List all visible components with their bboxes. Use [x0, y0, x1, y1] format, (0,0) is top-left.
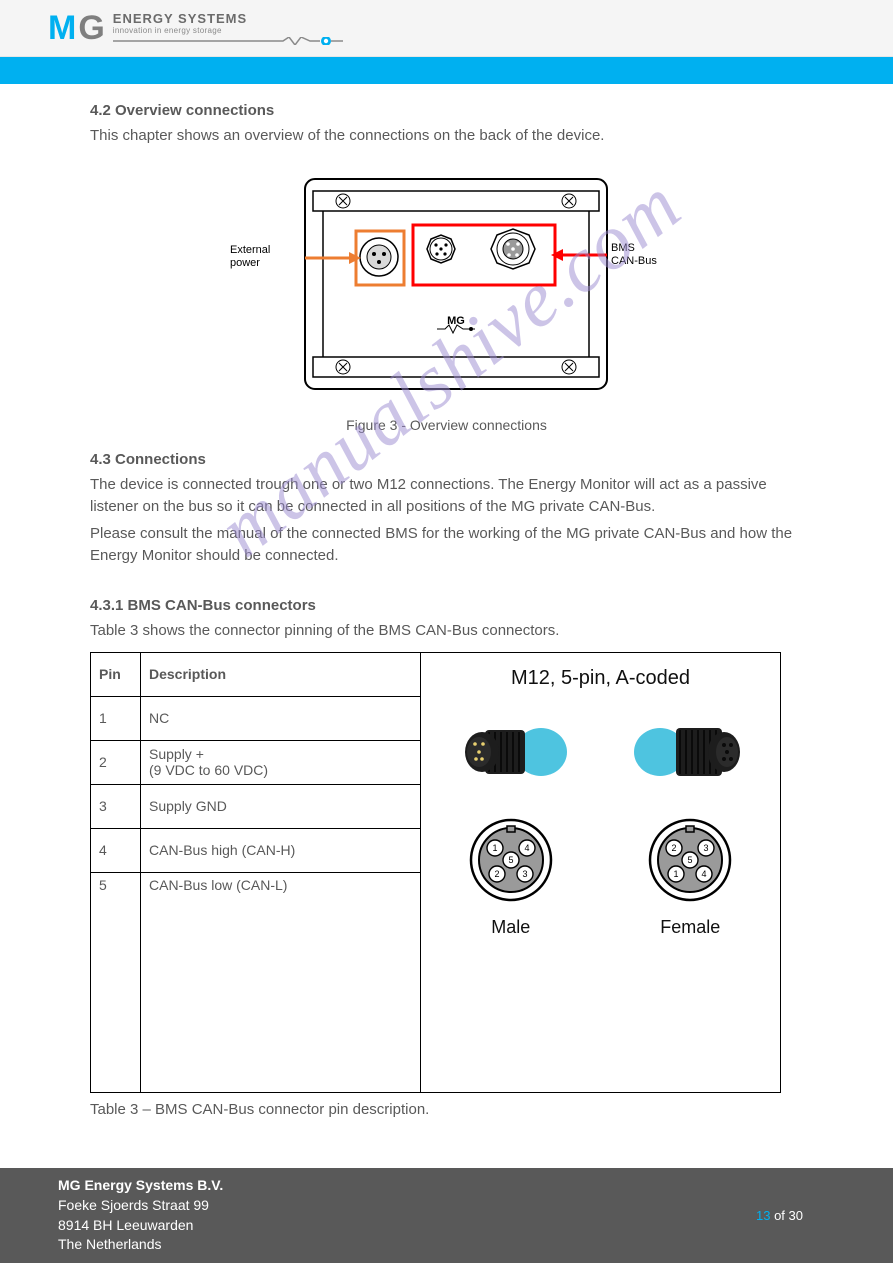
table-image-cell: M12, 5-pin, A-coded — [421, 652, 781, 1092]
svg-text:1: 1 — [674, 869, 679, 879]
table-3: Pin Description M12, 5-pin, A-coded — [90, 652, 781, 1093]
footer: MG Energy Systems B.V. Foeke Sjoerds Str… — [0, 1168, 893, 1263]
table-cell-pin: 2 — [91, 740, 141, 784]
male-connector-icon — [451, 712, 571, 792]
footer-page-a: 13 — [756, 1208, 770, 1223]
table-header-row: Pin Description M12, 5-pin, A-coded — [91, 652, 781, 696]
figure-1-label-bms: BMS — [611, 242, 635, 254]
table-cell-pin: 5 — [91, 872, 141, 1092]
table-cell-desc: Supply GND — [141, 784, 421, 828]
svg-text:3: 3 — [522, 869, 527, 879]
figure-1-label-external-power: External — [230, 244, 270, 256]
svg-text:CAN-Bus: CAN-Bus — [611, 255, 657, 267]
heading-4-3-1: 4.3.1 BMS CAN-Bus connectors — [90, 597, 803, 614]
table-cell-desc: Supply + (9 VDC to 60 VDC) — [141, 740, 421, 784]
svg-text:2: 2 — [494, 869, 499, 879]
logo: MG ENERGY SYSTEMS innovation in energy s… — [48, 9, 343, 48]
page-body: 4.2 Overview connections This chapter sh… — [0, 102, 893, 1120]
table-header-pin: Pin — [91, 652, 141, 696]
table-cell-desc: CAN-Bus high (CAN-H) — [141, 828, 421, 872]
logo-tagline: innovation in energy storage — [113, 26, 343, 35]
logo-g: G — [78, 9, 106, 47]
logo-squiggle — [113, 37, 343, 45]
svg-text:4: 4 — [702, 869, 707, 879]
footer-page-b: 30 — [789, 1208, 803, 1223]
blue-bar — [0, 57, 893, 84]
footer-city: 8914 BH Leeuwarden — [58, 1217, 193, 1233]
figure-1-svg: MG — [227, 169, 667, 409]
table-header-desc: Description — [141, 652, 421, 696]
table-cell-pin: 4 — [91, 828, 141, 872]
footer-page: 13 of 30 — [756, 1208, 803, 1223]
body-4-3-1: The device is connected trough one or tw… — [90, 474, 803, 518]
svg-text:power: power — [230, 257, 260, 269]
svg-text:5: 5 — [688, 855, 693, 865]
svg-text:1: 1 — [492, 843, 497, 853]
svg-text:MG: MG — [447, 315, 465, 327]
connector-labels-row: Male Female — [421, 917, 780, 938]
svg-text:4: 4 — [524, 843, 529, 853]
logo-right: ENERGY SYSTEMS innovation in energy stor… — [113, 9, 343, 45]
table-cell-pin: 3 — [91, 784, 141, 828]
logo-m: M — [48, 9, 78, 47]
svg-text:5: 5 — [508, 855, 513, 865]
female-connector-icon — [630, 712, 750, 792]
heading-4-3: 4.3 Connections — [90, 451, 803, 468]
female-label: Female — [601, 917, 781, 938]
footer-address: MG Energy Systems B.V. Foeke Sjoerds Str… — [58, 1176, 223, 1254]
body-4-3-2: Please consult the manual of the connect… — [90, 523, 803, 567]
male-label: Male — [421, 917, 601, 938]
table-caption: Table 3 – BMS CAN-Bus connector pin desc… — [90, 1099, 803, 1121]
logo-title: ENERGY SYSTEMS — [113, 11, 343, 26]
table-cell-pin: 1 — [91, 696, 141, 740]
connector-diagram-row: 1 4 5 2 3 — [421, 816, 780, 911]
header-bar: MG ENERGY SYSTEMS innovation in energy s… — [0, 0, 893, 57]
footer-country: The Netherlands — [58, 1236, 162, 1252]
logo-main: MG — [48, 9, 107, 48]
body-4-3-1-text: Table 3 shows the connector pinning of t… — [90, 620, 803, 642]
footer-page-sep: of — [770, 1208, 788, 1223]
connector-image-title: M12, 5-pin, A-coded — [421, 653, 780, 690]
figure-1-caption: Figure 3 - Overview connections — [90, 417, 803, 433]
svg-text:3: 3 — [704, 843, 709, 853]
figure-1: MG — [227, 169, 667, 409]
footer-company: MG Energy Systems B.V. — [58, 1177, 223, 1193]
footer-street: Foeke Sjoerds Straat 99 — [58, 1197, 209, 1213]
intro-text: This chapter shows an overview of the co… — [90, 125, 803, 147]
table-cell-desc: CAN-Bus low (CAN-L) — [141, 872, 421, 1092]
table-cell-desc: NC — [141, 696, 421, 740]
heading-4-2: 4.2 Overview connections — [90, 102, 803, 119]
svg-text:2: 2 — [672, 843, 677, 853]
connector-photo-row — [421, 712, 780, 792]
male-pin-diagram-icon: 1 4 5 2 3 — [461, 816, 561, 911]
female-pin-diagram-icon: 2 3 5 1 4 — [640, 816, 740, 911]
